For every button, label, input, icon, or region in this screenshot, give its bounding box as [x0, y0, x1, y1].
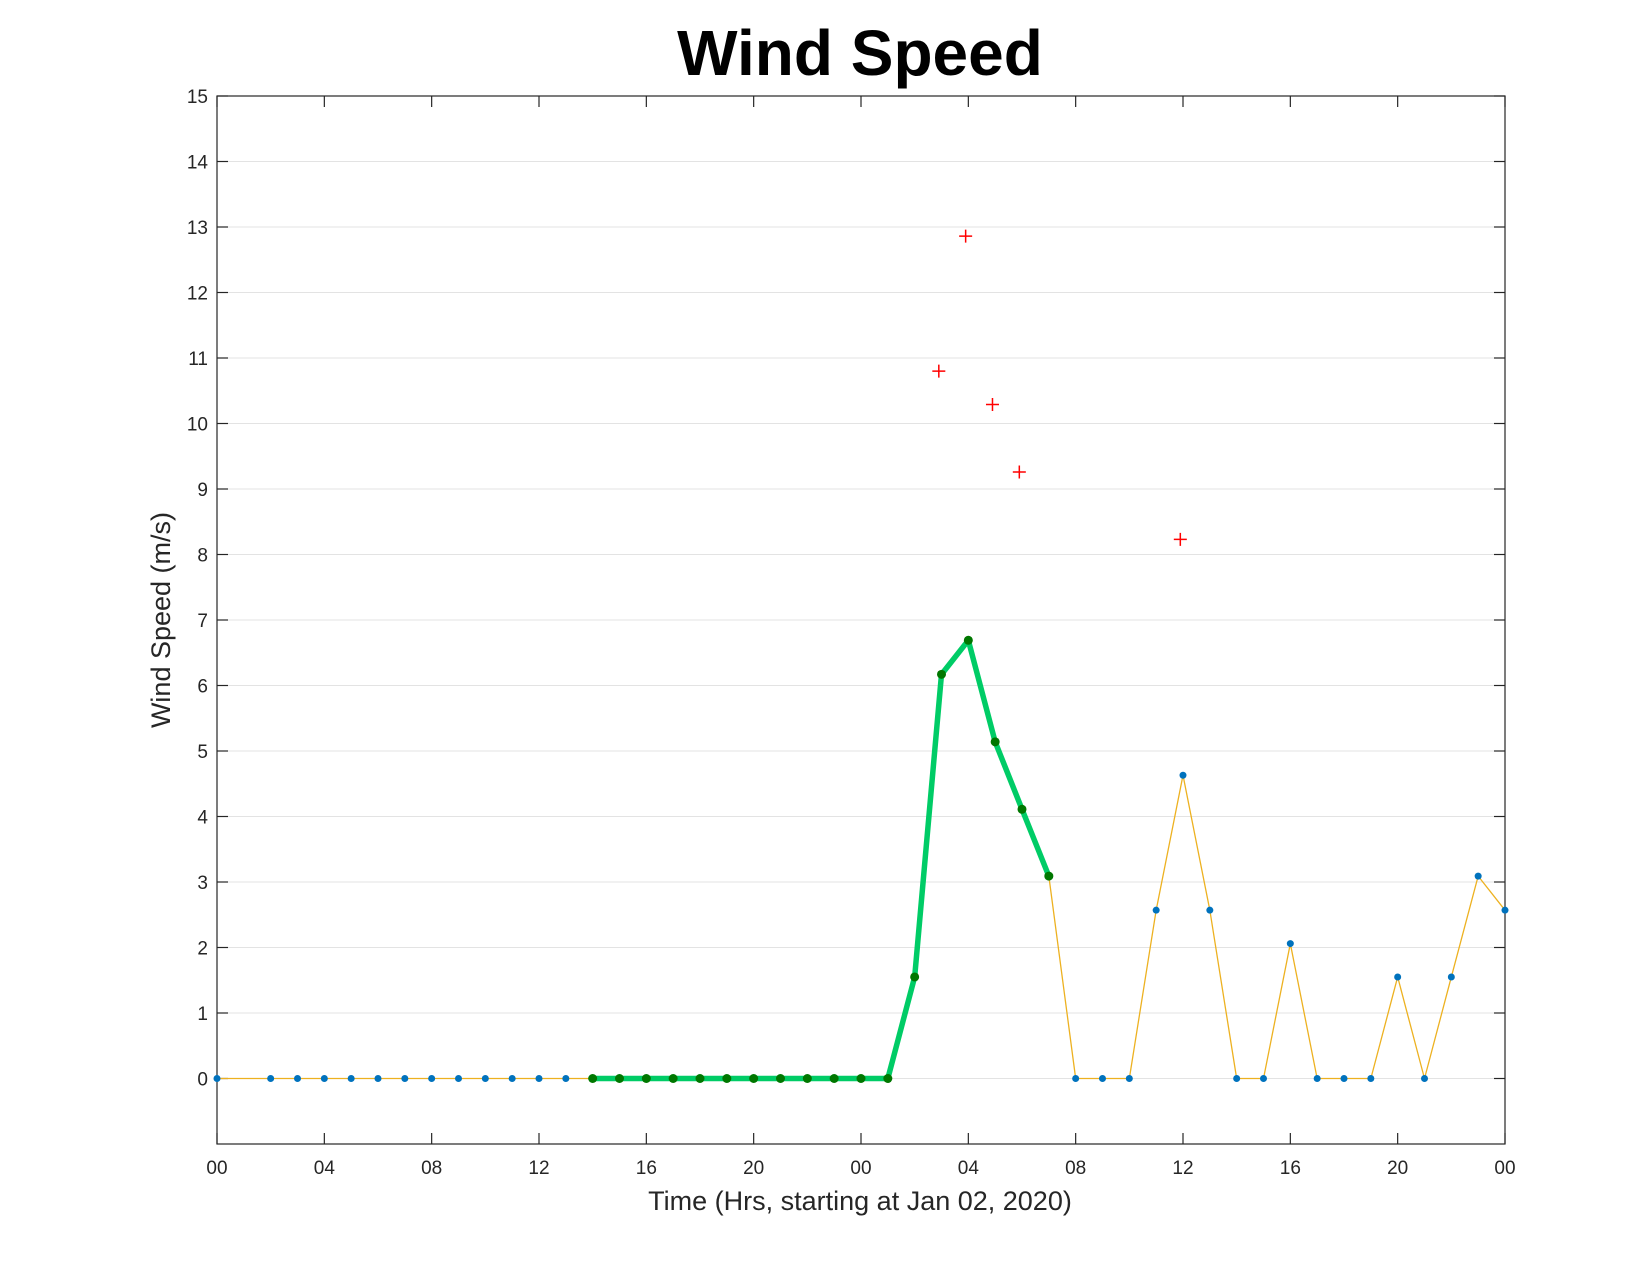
- x-tick-label: 20: [743, 1158, 764, 1179]
- data-point: [428, 1075, 436, 1082]
- outlier-plus-marker: [985, 398, 999, 412]
- x-tick-label: 20: [1387, 1158, 1408, 1179]
- highlighted-data-point: [695, 1074, 705, 1083]
- x-tick-label: 00: [1494, 1158, 1515, 1179]
- data-point: [1313, 1075, 1321, 1082]
- data-point: [562, 1075, 570, 1082]
- data-point: [1501, 906, 1509, 914]
- outlier-plus-marker: [959, 229, 973, 243]
- data-series: [213, 229, 1509, 1083]
- highlighted-data-point: [963, 635, 973, 645]
- data-point: [374, 1075, 382, 1082]
- y-tick-label: 9: [197, 480, 208, 501]
- outlier-plus-marker: [1012, 465, 1026, 479]
- data-point: [1206, 906, 1214, 914]
- data-point: [347, 1075, 355, 1082]
- highlighted-data-point: [588, 1074, 598, 1083]
- chart-title: Wind Speed: [677, 17, 1043, 89]
- highlighted-data-point: [883, 1074, 893, 1083]
- x-tick-label: 16: [636, 1158, 657, 1179]
- y-tick-label: 0: [197, 1070, 208, 1091]
- data-point: [1286, 940, 1294, 948]
- y-tick-label: 8: [197, 546, 208, 567]
- highlighted-data-point: [749, 1074, 759, 1083]
- x-tick-label: 04: [958, 1158, 980, 1179]
- y-tick-label: 2: [197, 939, 208, 960]
- data-point: [508, 1075, 516, 1082]
- highlighted-data-point: [1044, 871, 1054, 881]
- data-point: [1394, 973, 1402, 981]
- y-tick-label: 5: [197, 742, 208, 763]
- highlighted-data-point: [722, 1074, 732, 1083]
- data-point: [213, 1075, 221, 1082]
- data-point: [481, 1075, 489, 1082]
- data-point: [1447, 973, 1455, 981]
- y-axis-label: Wind Speed (m/s): [146, 512, 176, 728]
- x-tick-label: 00: [850, 1158, 871, 1179]
- data-point: [1152, 906, 1160, 914]
- x-axis-label: Time (Hrs, starting at Jan 02, 2020): [648, 1186, 1072, 1216]
- y-tick-label: 13: [187, 218, 208, 239]
- data-point: [267, 1075, 275, 1082]
- outlier-plus-marker: [932, 364, 946, 378]
- highlighted-data-point: [615, 1074, 624, 1083]
- data-point: [1340, 1075, 1348, 1082]
- data-point: [1179, 771, 1187, 779]
- data-point: [320, 1075, 328, 1082]
- highlighted-data-point: [856, 1074, 866, 1083]
- x-tick-label: 00: [206, 1158, 227, 1179]
- x-tick-label: 16: [1280, 1158, 1301, 1179]
- highlighted-data-point: [1017, 804, 1027, 814]
- x-tick-label: 08: [421, 1158, 442, 1179]
- data-point: [455, 1075, 462, 1082]
- highlighted-data-point: [802, 1074, 812, 1083]
- data-point: [1474, 872, 1482, 880]
- data-point: [1367, 1075, 1375, 1082]
- x-tick-label: 12: [1172, 1158, 1193, 1179]
- data-point: [1125, 1075, 1133, 1082]
- y-tick-label: 1: [197, 1004, 208, 1025]
- highlighted-data-point: [910, 972, 920, 982]
- y-tick-label: 15: [187, 87, 208, 108]
- data-point: [535, 1075, 543, 1082]
- data-point: [294, 1075, 301, 1082]
- y-tick-label: 11: [188, 349, 208, 370]
- y-tick-label: 4: [197, 808, 208, 829]
- highlighted-data-point: [829, 1074, 839, 1083]
- highlighted-data-point: [937, 669, 946, 679]
- outlier-plus-marker: [1173, 532, 1187, 546]
- highlighted-data-point: [776, 1074, 785, 1083]
- data-point: [1421, 1075, 1428, 1082]
- data-point: [1072, 1075, 1080, 1082]
- data-point: [1099, 1075, 1106, 1082]
- y-tick-label: 14: [187, 153, 209, 174]
- data-point: [1233, 1075, 1241, 1082]
- grid-lines: [217, 95, 1505, 1079]
- highlighted-data-point: [990, 737, 1000, 747]
- x-tick-label: 04: [314, 1158, 336, 1179]
- y-tick-label: 3: [197, 873, 208, 894]
- highlighted-data-point: [641, 1074, 651, 1083]
- y-tick-label: 7: [197, 611, 208, 632]
- data-point: [1260, 1075, 1267, 1082]
- x-tick-label: 08: [1065, 1158, 1086, 1179]
- y-tick-label: 6: [197, 677, 208, 698]
- highlighted-data-point: [668, 1074, 678, 1083]
- y-tick-label: 12: [187, 284, 208, 305]
- data-point: [401, 1075, 409, 1082]
- x-tick-label: 12: [528, 1158, 549, 1179]
- y-tick-label: 10: [187, 415, 208, 436]
